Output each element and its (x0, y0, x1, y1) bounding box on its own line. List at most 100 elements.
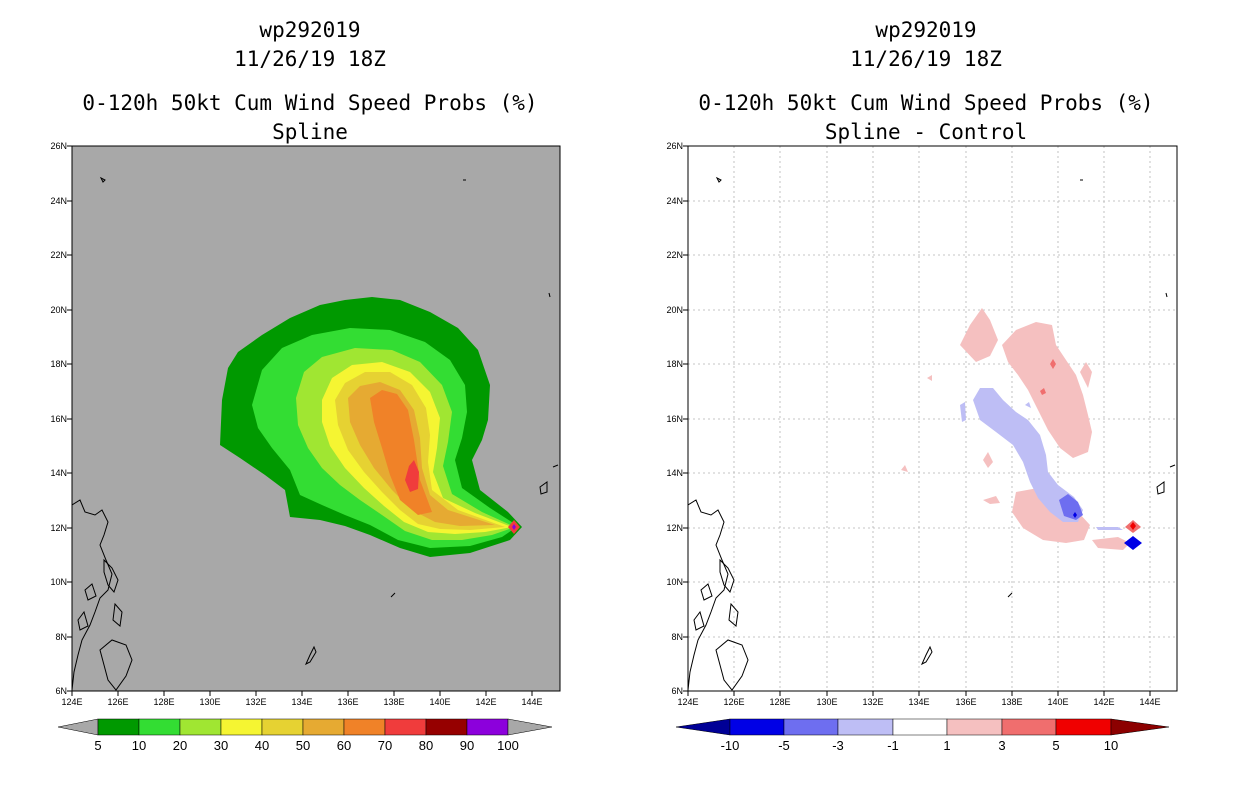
diff-neg-1 (960, 402, 966, 422)
colorbar-swatch (466, 718, 509, 736)
left-lat-axis: 26N 24N 22N 20N 18N 16N 14N 12N 10N 8N 6… (50, 141, 72, 696)
coastline-mindanao (99, 639, 133, 691)
colorbar-swatch (302, 718, 345, 736)
coastline-islet-4 (552, 464, 559, 468)
left-plot-subtitle: Spline (272, 120, 348, 144)
diff-pos-5 (1130, 522, 1136, 530)
lon-label: 138E (383, 697, 404, 707)
right-lat-axis: 26N 24N 22N 20N 18N 16N 14N 12N 10N 8N 6… (666, 141, 688, 696)
coastline-palau (304, 645, 317, 666)
diff-pos-1 (960, 308, 998, 362)
diff-pos-1 (1002, 322, 1092, 458)
colorbar-label: -5 (778, 738, 790, 753)
coastline-mindanao (715, 639, 749, 691)
diff-neg-5 (1073, 512, 1077, 518)
coastline-samar (719, 558, 735, 593)
colorbar-label: 10 (1104, 738, 1118, 753)
colorbar-label: 1 (943, 738, 950, 753)
contour-point-peak (512, 524, 516, 530)
diff-neg-1 (1096, 527, 1123, 530)
colorbar-swatch (892, 718, 948, 736)
coastline-leyte (728, 602, 739, 627)
lon-label: 140E (1047, 697, 1068, 707)
right-lon-ticks (687, 691, 1151, 696)
lat-label: 10N (666, 577, 683, 587)
coastline-islet-2 (99, 176, 106, 183)
colorbar-swatch (729, 718, 785, 736)
left-lon-ticks (71, 691, 533, 696)
lat-label: 16N (50, 414, 67, 424)
lat-label: 22N (666, 250, 683, 260)
lon-label: 132E (862, 697, 883, 707)
lon-label: 134E (908, 697, 929, 707)
diff-neg-5 (1124, 536, 1142, 550)
lat-label: 24N (50, 196, 67, 206)
coastline-island-b (693, 610, 705, 631)
coastline-islet-1 (390, 592, 396, 598)
lat-label: 10N (50, 577, 67, 587)
lat-label: 8N (671, 632, 683, 642)
lat-label: 18N (666, 359, 683, 369)
diff-pos-1 (901, 465, 908, 472)
right-gridlines (688, 146, 1177, 691)
lat-label: 16N (666, 414, 683, 424)
lat-label: 14N (50, 468, 67, 478)
coastline-philippines (72, 499, 113, 691)
left-colorbar: 5 10 20 30 40 50 60 70 80 90 100 (57, 718, 553, 753)
contour-70pct (405, 460, 419, 492)
lon-label: 128E (769, 697, 790, 707)
colorbar-swatch (425, 718, 468, 736)
lon-label: 130E (199, 697, 220, 707)
colorbar-overflow-arrow (1110, 718, 1170, 736)
lon-label: 142E (475, 697, 496, 707)
right-coastlines (688, 176, 1176, 691)
colorbar-swatch (783, 718, 839, 736)
diff-neg-3 (1059, 494, 1083, 520)
right-plot-title: 0-120h 50kt Cum Wind Speed Probs (%) (698, 91, 1154, 115)
colorbar-swatch (179, 718, 222, 736)
colorbar-label: -1 (887, 738, 899, 753)
coastline-islet-2 (715, 176, 722, 183)
diff-pos-1 (927, 375, 932, 381)
colorbar-label: 20 (173, 738, 187, 753)
lat-label: 6N (671, 686, 683, 696)
lon-label: 130E (816, 697, 837, 707)
colorbar-label: 70 (378, 738, 392, 753)
coastline-leyte (112, 602, 123, 627)
lat-label: 26N (50, 141, 67, 151)
diff-pos-3 (1040, 388, 1046, 395)
lat-label: 26N (666, 141, 683, 151)
colorbar-overflow-arrow (507, 718, 553, 736)
coastline-islet-4 (1169, 464, 1176, 468)
colorbar-label: 3 (998, 738, 1005, 753)
colorbar-label: 5 (1052, 738, 1059, 753)
diff-pos-3 (1050, 359, 1056, 369)
colorbar-label: 10 (132, 738, 146, 753)
colorbar-swatch (837, 718, 894, 736)
lon-label: 132E (245, 697, 266, 707)
lon-label: 144E (1139, 697, 1160, 707)
lat-label: 22N (50, 250, 67, 260)
colorbar-label: 5 (94, 738, 101, 753)
diff-pos-1 (1012, 488, 1090, 543)
right-map-background (688, 146, 1177, 691)
coastline-island-a (84, 583, 97, 601)
left-datetime: 11/26/19 18Z (234, 47, 386, 71)
diff-pos-1 (983, 452, 993, 468)
coastline-island-a (700, 583, 713, 601)
right-plot-subtitle: Spline - Control (824, 120, 1028, 144)
colorbar-label: 100 (497, 738, 519, 753)
coastline-islet-5 (548, 292, 551, 298)
coastline-palau (920, 645, 933, 666)
diff-pos-1 (1092, 537, 1130, 550)
coastline-islet-1 (1007, 592, 1013, 598)
coastline-philippines (688, 499, 729, 691)
lon-label: 136E (337, 697, 358, 707)
colorbar-swatch (138, 718, 181, 736)
lat-label: 20N (666, 305, 683, 315)
colorbar-label: 80 (419, 738, 433, 753)
lon-label: 124E (677, 697, 698, 707)
right-storm-id: wp292019 (875, 18, 977, 42)
coastline-islet-5 (1165, 292, 1168, 298)
colorbar-swatch (1055, 718, 1112, 736)
